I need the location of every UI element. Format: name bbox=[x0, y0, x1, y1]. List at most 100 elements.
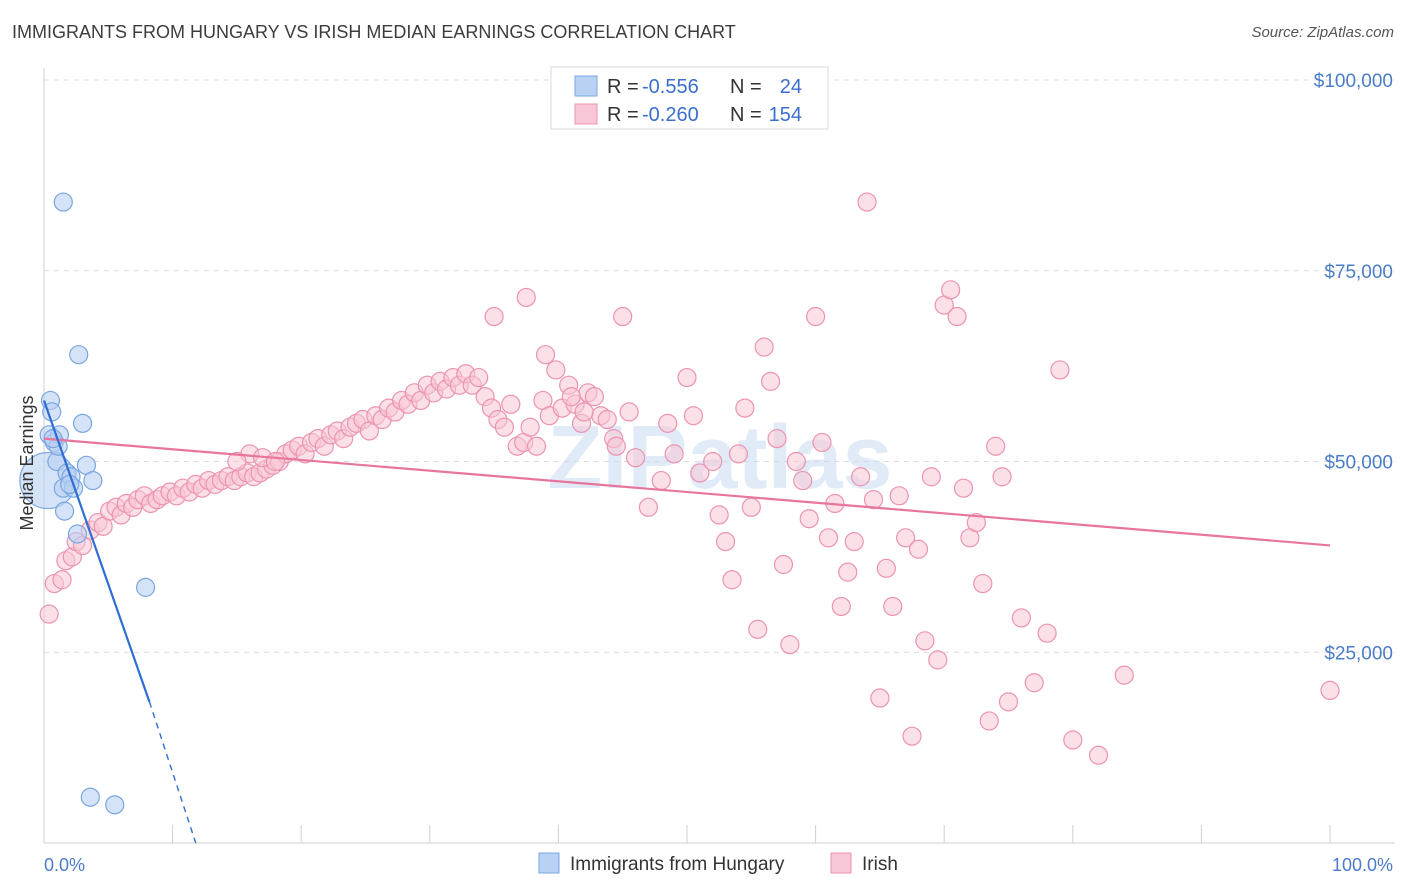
irish-point-112 bbox=[715, 532, 736, 552]
irish-point-134 bbox=[857, 192, 877, 212]
hungary-point-18 bbox=[135, 577, 156, 597]
bottom-legend-swatch-irish bbox=[830, 852, 852, 874]
legend-r-value-irish: -0.260 bbox=[642, 104, 699, 126]
irish-point-153 bbox=[979, 711, 999, 731]
legend-n-value-hungary: 24 bbox=[780, 76, 802, 98]
irish-point-73 bbox=[501, 394, 521, 414]
irish-point-155 bbox=[992, 467, 1012, 487]
irish-point-105 bbox=[658, 413, 678, 433]
irish-point-144 bbox=[921, 467, 941, 487]
irish-point-100 bbox=[619, 402, 639, 422]
legend-swatch-irish bbox=[574, 103, 598, 125]
y-tick-label-3: $100,000 bbox=[1314, 71, 1393, 92]
series-irish-points bbox=[39, 192, 1340, 765]
bottom-legend-label-irish: Irish bbox=[862, 854, 898, 875]
irish-point-94 bbox=[484, 306, 504, 327]
chart-title: IMMIGRANTS FROM HUNGARY VS IRISH MEDIAN … bbox=[12, 22, 736, 42]
irish-point-76 bbox=[520, 417, 540, 437]
irish-point-131 bbox=[838, 562, 858, 582]
trendline-hungary bbox=[42, 400, 151, 703]
irish-point-119 bbox=[760, 371, 781, 391]
y-axis-label: Median Earnings bbox=[17, 395, 37, 530]
irish-point-111 bbox=[709, 505, 729, 525]
hungary-point-8 bbox=[54, 501, 75, 521]
irish-point-106 bbox=[664, 444, 684, 464]
irish-point-103 bbox=[638, 497, 659, 517]
irish-point-152 bbox=[973, 573, 993, 594]
irish-point-132 bbox=[844, 532, 864, 552]
irish-point-143 bbox=[915, 631, 935, 651]
irish-point-110 bbox=[703, 451, 723, 472]
hungary-point-16 bbox=[83, 470, 103, 491]
irish-point-102 bbox=[613, 306, 633, 327]
y-tick-label-0: $25,000 bbox=[1324, 643, 1393, 664]
irish-point-117 bbox=[748, 619, 768, 639]
legend-r-value-hungary: -0.556 bbox=[642, 76, 699, 98]
irish-point-120 bbox=[767, 429, 787, 449]
irish-point-130 bbox=[831, 596, 851, 617]
irish-point-116 bbox=[741, 497, 761, 517]
hungary-point-17 bbox=[53, 192, 73, 212]
bottom-legend: Immigrants from Hungary Irish bbox=[538, 852, 898, 875]
irish-point-160 bbox=[1050, 360, 1070, 380]
irish-point-97 bbox=[561, 387, 581, 407]
irish-point-137 bbox=[876, 558, 896, 578]
irish-point-88 bbox=[597, 409, 617, 430]
bottom-legend-label-hungary: Immigrants from Hungary bbox=[570, 854, 785, 875]
irish-point-141 bbox=[902, 726, 922, 746]
trendline-hungary-extension bbox=[148, 701, 197, 844]
irish-point-133 bbox=[851, 467, 871, 487]
irish-point-147 bbox=[941, 280, 961, 300]
irish-point-122 bbox=[780, 635, 800, 655]
legend-swatch-hungary bbox=[574, 75, 598, 97]
irish-point-135 bbox=[863, 490, 884, 510]
irish-point-151 bbox=[966, 512, 986, 533]
irish-point-114 bbox=[728, 444, 749, 464]
irish-point-104 bbox=[651, 470, 671, 491]
irish-point-128 bbox=[818, 528, 839, 548]
y-tick-labels: $25,000 $50,000 $75,000 $100,000 bbox=[1314, 71, 1393, 664]
y-tick-label-2: $75,000 bbox=[1324, 262, 1393, 283]
irish-point-77 bbox=[526, 436, 547, 456]
irish-point-124 bbox=[793, 470, 813, 491]
x-tick-label-max: 100.0% bbox=[1332, 855, 1393, 875]
x-tick-label-min: 0.0% bbox=[44, 855, 85, 875]
irish-point-99 bbox=[606, 436, 626, 456]
irish-point-93 bbox=[265, 451, 286, 472]
irish-point-115 bbox=[735, 398, 755, 418]
y-tick-label-1: $50,000 bbox=[1324, 453, 1393, 474]
gridlines bbox=[44, 79, 1395, 653]
hungary-point-12 bbox=[67, 524, 88, 544]
irish-point-107 bbox=[677, 367, 697, 388]
irish-point-86 bbox=[584, 387, 605, 407]
irish-point-109 bbox=[690, 463, 710, 483]
irish-point-156 bbox=[998, 692, 1019, 712]
source-label: Source: ZipAtlas.com bbox=[1251, 24, 1394, 41]
irish-point-164 bbox=[1320, 680, 1340, 701]
irish-point-80 bbox=[546, 360, 566, 380]
trendlines bbox=[42, 400, 1331, 844]
legend-n-label-irish: N = bbox=[730, 104, 762, 126]
legend: R = -0.556 N = 24 R = -0.260 N = 154 bbox=[550, 66, 829, 130]
irish-point-123 bbox=[786, 451, 806, 472]
hungary-point-20 bbox=[105, 795, 125, 815]
irish-point-108 bbox=[683, 406, 704, 426]
legend-r-label-hungary: R = bbox=[607, 76, 639, 98]
legend-r-label-irish: R = bbox=[607, 104, 639, 126]
irish-point-121 bbox=[773, 554, 794, 575]
irish-point-139 bbox=[889, 486, 909, 506]
hungary-point-19 bbox=[80, 787, 100, 807]
legend-n-value-irish: 154 bbox=[769, 104, 802, 126]
irish-point-72 bbox=[494, 417, 514, 437]
irish-point-95 bbox=[516, 287, 536, 308]
irish-point-161 bbox=[1063, 730, 1083, 750]
irish-point-142 bbox=[908, 539, 929, 559]
irish-point-125 bbox=[799, 509, 819, 529]
hungary-point-14 bbox=[72, 413, 93, 433]
irish-point-0 bbox=[39, 604, 59, 624]
irish-point-136 bbox=[870, 688, 890, 708]
irish-point-101 bbox=[625, 448, 646, 468]
irish-point-127 bbox=[812, 432, 832, 453]
irish-point-2 bbox=[52, 570, 72, 590]
irish-point-162 bbox=[1088, 745, 1109, 765]
